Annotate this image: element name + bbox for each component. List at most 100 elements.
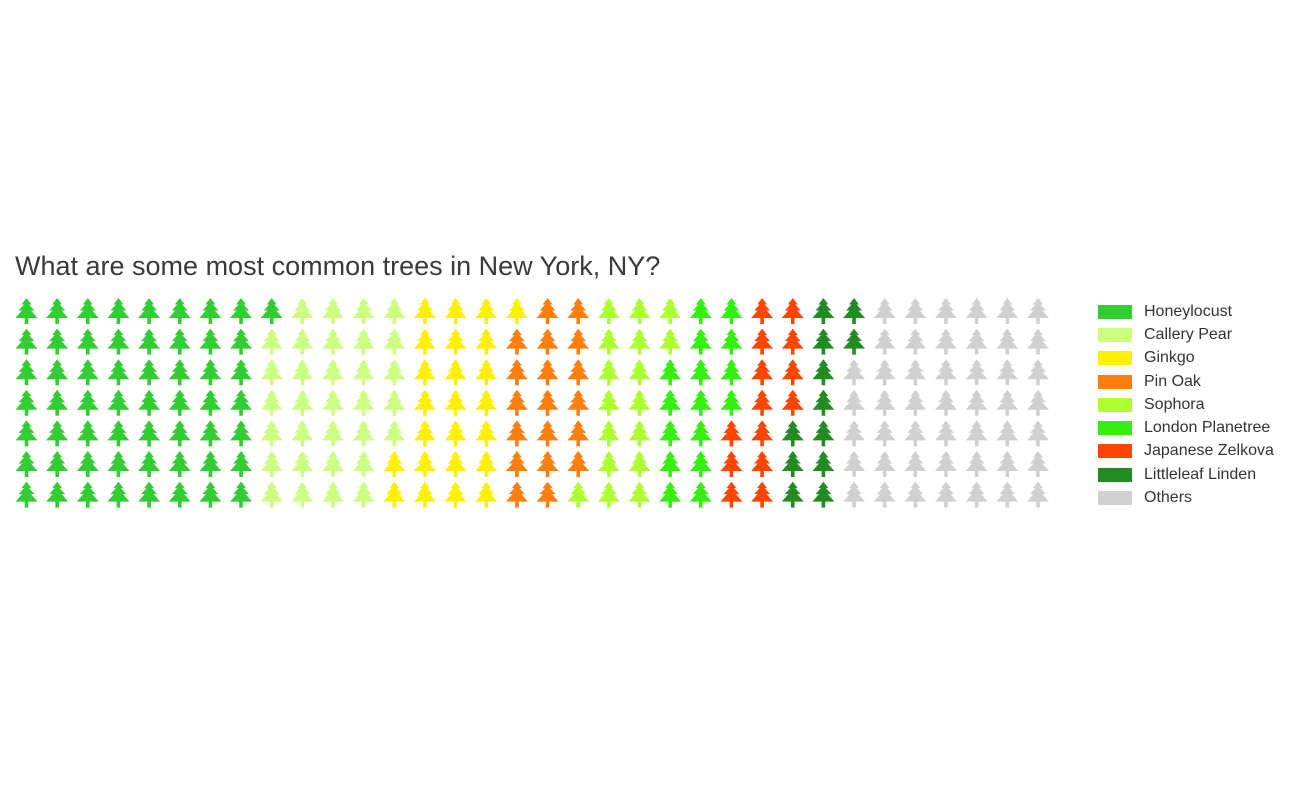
tree-icon xyxy=(138,328,161,355)
tree-icon xyxy=(444,328,467,355)
tree-icon xyxy=(781,451,804,477)
legend-label: Littleleaf Linden xyxy=(1144,465,1257,483)
tree-icon xyxy=(46,451,69,477)
tree-icon xyxy=(475,481,498,508)
tree-icon xyxy=(383,389,406,416)
tree-icon xyxy=(1026,389,1049,416)
tree-icon xyxy=(751,451,774,477)
chart-title: What are some most common trees in New Y… xyxy=(15,251,661,281)
tree-icon xyxy=(352,420,375,447)
tree-icon xyxy=(15,389,38,416)
tree-icon xyxy=(352,451,375,477)
tree-icon xyxy=(1026,481,1049,508)
tree-icon xyxy=(659,389,682,416)
tree-icon xyxy=(505,328,528,355)
tree-icon xyxy=(291,359,314,386)
legend-swatch xyxy=(1098,304,1132,319)
tree-icon xyxy=(996,359,1019,386)
tree-icon xyxy=(413,359,436,386)
legend-swatch xyxy=(1098,467,1132,482)
tree-icon xyxy=(413,420,436,447)
tree-icon xyxy=(904,298,927,324)
tree-icon xyxy=(444,298,467,324)
tree-icon xyxy=(597,451,620,477)
tree-icon xyxy=(904,420,927,447)
tree-icon xyxy=(843,298,866,324)
tree-icon xyxy=(138,298,161,324)
tree-icon xyxy=(46,481,69,508)
tree-icon xyxy=(965,328,988,355)
tree-icon xyxy=(199,298,222,324)
tree-icon xyxy=(76,420,99,447)
tree-icon xyxy=(383,481,406,508)
tree-icon xyxy=(475,328,498,355)
tree-icon xyxy=(291,328,314,355)
tree-icon xyxy=(904,328,927,355)
tree-icon xyxy=(199,420,222,447)
tree-icon xyxy=(720,451,743,477)
tree-icon xyxy=(413,451,436,477)
tree-icon xyxy=(965,420,988,447)
tree-icon xyxy=(322,481,344,508)
tree-icon xyxy=(138,420,161,447)
tree-icon xyxy=(812,481,835,508)
tree-icon xyxy=(383,451,406,477)
legend-swatch xyxy=(1098,327,1132,342)
tree-icon xyxy=(505,298,528,324)
tree-icon xyxy=(904,451,927,477)
tree-icon xyxy=(260,298,283,324)
legend-swatch xyxy=(1098,374,1132,389)
tree-icon xyxy=(567,298,590,324)
tree-icon xyxy=(168,481,191,508)
legend-item: London Planetree xyxy=(1098,416,1274,439)
tree-icon xyxy=(230,389,253,416)
tree-icon xyxy=(505,420,528,447)
tree-icon xyxy=(76,451,99,477)
tree-icon xyxy=(567,481,590,508)
tree-icon xyxy=(659,328,682,355)
tree-icon xyxy=(505,389,528,416)
tree-icon xyxy=(107,451,130,477)
tree-icon xyxy=(352,328,375,355)
tree-icon xyxy=(720,298,743,324)
tree-icon xyxy=(781,389,804,416)
legend-label: Ginkgo xyxy=(1144,349,1195,367)
tree-icon xyxy=(873,298,896,324)
tree-icon xyxy=(873,389,896,416)
tree-icon xyxy=(76,481,99,508)
tree-icon xyxy=(812,328,835,355)
tree-icon xyxy=(567,359,590,386)
legend-label: London Planetree xyxy=(1144,419,1271,437)
tree-icon xyxy=(843,389,866,416)
tree-icon xyxy=(536,328,559,355)
tree-icon xyxy=(352,298,375,324)
tree-icon xyxy=(996,481,1019,508)
tree-icon xyxy=(505,359,528,386)
tree-icon xyxy=(444,420,467,447)
tree-icon xyxy=(965,298,988,324)
tree-icon xyxy=(659,420,682,447)
tree-icon xyxy=(904,389,927,416)
tree-icon xyxy=(260,328,283,355)
tree-icon xyxy=(291,451,314,477)
tree-icon xyxy=(230,328,253,355)
tree-icon xyxy=(260,451,283,477)
tree-icon xyxy=(107,389,130,416)
tree-icon xyxy=(965,481,988,508)
tree-icon xyxy=(720,481,743,508)
tree-icon xyxy=(996,298,1019,324)
tree-icon xyxy=(260,420,283,447)
tree-icon xyxy=(536,481,559,508)
tree-icon xyxy=(536,420,559,447)
legend-swatch xyxy=(1098,421,1132,436)
tree-icon xyxy=(475,420,498,447)
tree-icon xyxy=(689,451,712,477)
tree-icon xyxy=(567,389,590,416)
tree-icon xyxy=(168,420,191,447)
tree-icon xyxy=(628,481,651,508)
tree-icon xyxy=(444,359,467,386)
tree-icon xyxy=(689,389,712,416)
tree-icon xyxy=(107,420,130,447)
legend-item: Honeylocust xyxy=(1098,300,1274,323)
tree-icon xyxy=(230,481,253,508)
